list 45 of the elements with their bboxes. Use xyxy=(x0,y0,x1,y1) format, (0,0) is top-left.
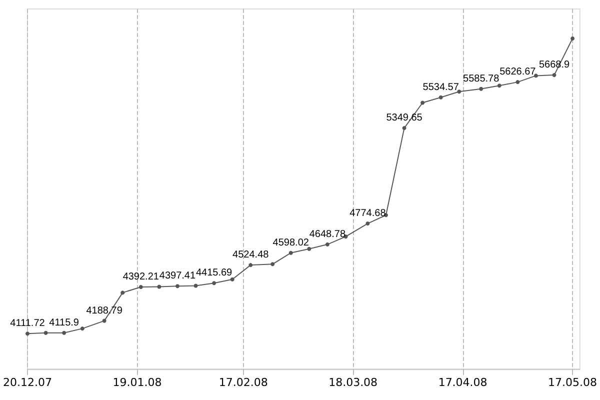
point xyxy=(230,277,234,282)
data-label: 4598.02 xyxy=(272,237,310,248)
point xyxy=(325,242,330,246)
point xyxy=(516,80,520,84)
point xyxy=(194,284,198,288)
point xyxy=(288,250,293,255)
point xyxy=(80,326,84,331)
point xyxy=(552,73,556,78)
point xyxy=(120,290,125,295)
point xyxy=(248,263,253,268)
point xyxy=(44,330,48,335)
data-label: 4392.21 xyxy=(122,272,160,283)
point xyxy=(138,285,143,290)
point xyxy=(25,332,30,336)
data-label: 4397.41 xyxy=(159,270,196,282)
point xyxy=(438,95,443,100)
data-label: 4524.48 xyxy=(232,250,270,261)
point xyxy=(497,84,502,88)
point xyxy=(366,222,370,226)
data-label: 4774.68 xyxy=(350,208,386,220)
point xyxy=(457,90,462,94)
data-label: 4415.69 xyxy=(196,268,233,279)
data-label: 4111.72 xyxy=(10,318,46,330)
point xyxy=(307,246,312,251)
data-label: 4115.9 xyxy=(49,317,80,328)
x-tick-label: 17.02.08 xyxy=(218,376,268,389)
point xyxy=(157,284,162,289)
point xyxy=(212,281,216,286)
x-tick-label: 19.01.08 xyxy=(112,376,162,389)
point xyxy=(402,126,406,130)
point xyxy=(420,100,425,105)
point xyxy=(270,262,275,266)
point xyxy=(175,284,180,288)
data-label: 4648.78 xyxy=(309,228,346,240)
x-tick-label: 18.03.08 xyxy=(328,376,378,389)
x-tick-label: 20.12.07 xyxy=(3,376,52,389)
data-label: 5534.57 xyxy=(422,82,460,93)
x-tick-label: 17.05.08 xyxy=(548,376,598,389)
data-label: 5585.78 xyxy=(463,73,500,84)
point xyxy=(570,36,575,41)
data-label: 5626.67 xyxy=(500,66,536,78)
x-tick-label: 17.04.08 xyxy=(438,376,488,389)
point xyxy=(102,318,106,323)
point xyxy=(479,86,484,91)
point xyxy=(62,330,66,335)
